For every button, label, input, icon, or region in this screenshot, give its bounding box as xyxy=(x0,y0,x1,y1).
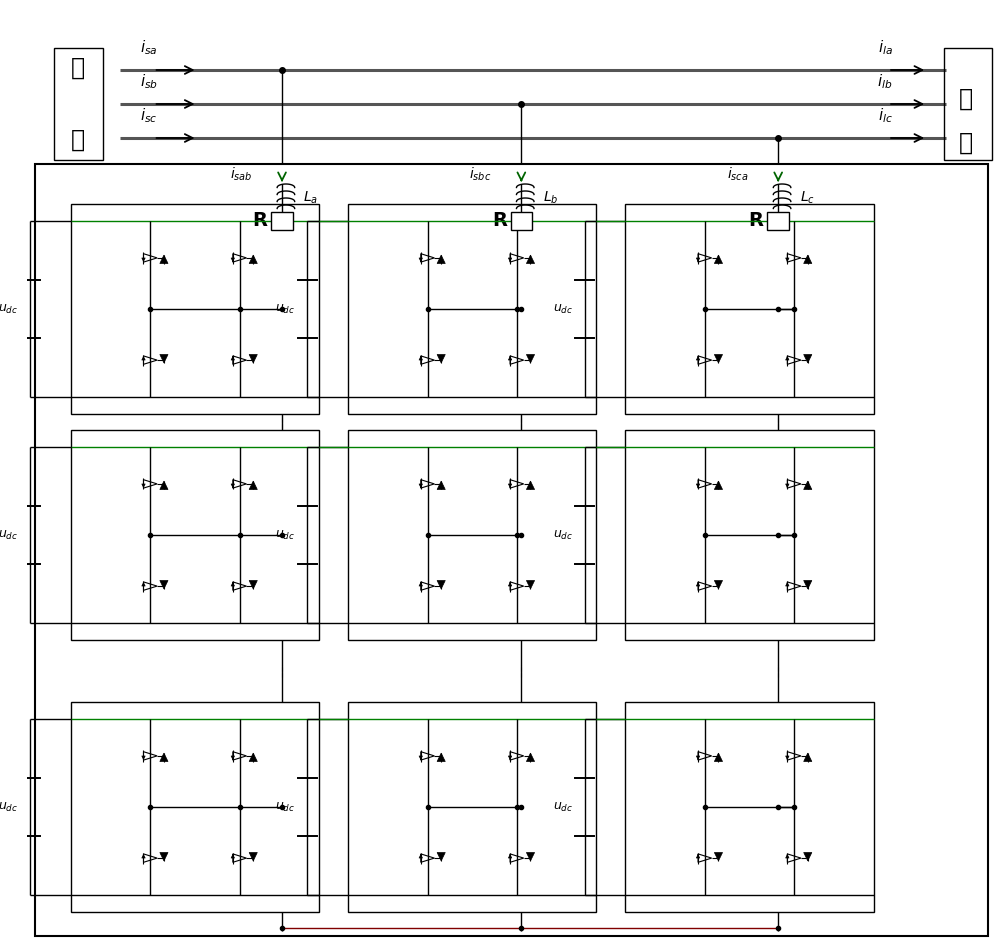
Polygon shape xyxy=(714,753,723,761)
Polygon shape xyxy=(160,354,168,363)
Polygon shape xyxy=(160,481,168,490)
Bar xyxy=(271,212,293,230)
Polygon shape xyxy=(526,580,535,589)
Polygon shape xyxy=(714,481,723,490)
Polygon shape xyxy=(160,580,168,589)
Polygon shape xyxy=(804,354,812,363)
Polygon shape xyxy=(714,580,723,589)
Bar xyxy=(944,48,992,160)
Text: $u_{dc}$: $u_{dc}$ xyxy=(275,801,296,814)
Polygon shape xyxy=(804,853,812,861)
Polygon shape xyxy=(437,255,445,264)
Polygon shape xyxy=(249,853,257,861)
Polygon shape xyxy=(526,753,535,761)
Text: $i_{sa}$: $i_{sa}$ xyxy=(140,39,158,57)
Bar xyxy=(625,430,874,640)
Polygon shape xyxy=(714,255,723,264)
Bar xyxy=(348,204,596,414)
Text: $L_a$: $L_a$ xyxy=(303,189,318,206)
Polygon shape xyxy=(437,753,445,761)
Polygon shape xyxy=(249,753,257,761)
Polygon shape xyxy=(804,580,812,589)
Text: $i_{la}$: $i_{la}$ xyxy=(878,39,893,57)
Text: $u_{dc}$: $u_{dc}$ xyxy=(0,528,18,542)
Bar xyxy=(71,702,319,912)
Polygon shape xyxy=(714,853,723,861)
Polygon shape xyxy=(526,481,535,490)
Text: 网: 网 xyxy=(71,128,85,152)
Bar xyxy=(625,204,874,414)
Bar xyxy=(54,48,103,160)
Text: $i_{sb}$: $i_{sb}$ xyxy=(140,73,158,91)
Polygon shape xyxy=(526,354,535,363)
Text: R: R xyxy=(252,212,267,231)
Bar xyxy=(348,702,596,912)
Polygon shape xyxy=(160,255,168,264)
Bar xyxy=(625,702,874,912)
Bar xyxy=(71,430,319,640)
Bar xyxy=(348,430,596,640)
Bar xyxy=(71,204,319,414)
Polygon shape xyxy=(804,481,812,490)
Text: $i_{sca}$: $i_{sca}$ xyxy=(727,165,748,183)
Bar xyxy=(767,212,789,230)
Text: 负: 负 xyxy=(959,87,973,111)
Text: $u_{dc}$: $u_{dc}$ xyxy=(275,302,296,316)
Polygon shape xyxy=(437,853,445,861)
Polygon shape xyxy=(437,580,445,589)
Polygon shape xyxy=(437,481,445,490)
Polygon shape xyxy=(714,354,723,363)
Polygon shape xyxy=(249,354,257,363)
Text: $u_{dc}$: $u_{dc}$ xyxy=(553,801,573,814)
Polygon shape xyxy=(526,853,535,861)
Bar xyxy=(511,212,532,230)
Polygon shape xyxy=(249,580,257,589)
Polygon shape xyxy=(804,255,812,264)
Text: R: R xyxy=(492,212,507,231)
Polygon shape xyxy=(526,255,535,264)
Bar xyxy=(35,164,988,936)
Text: $i_{lc}$: $i_{lc}$ xyxy=(878,106,893,125)
Text: $L_c$: $L_c$ xyxy=(800,189,815,206)
Text: $u_{dc}$: $u_{dc}$ xyxy=(0,302,18,316)
Polygon shape xyxy=(160,853,168,861)
Polygon shape xyxy=(160,753,168,761)
Text: 电: 电 xyxy=(71,56,85,80)
Text: $u_{dc}$: $u_{dc}$ xyxy=(0,801,18,814)
Polygon shape xyxy=(804,753,812,761)
Polygon shape xyxy=(249,481,257,490)
Text: $u_{dc}$: $u_{dc}$ xyxy=(553,302,573,316)
Text: 载: 载 xyxy=(959,131,973,155)
Text: $i_{sbc}$: $i_{sbc}$ xyxy=(469,165,492,183)
Text: $i_{sc}$: $i_{sc}$ xyxy=(140,106,157,125)
Text: R: R xyxy=(749,212,764,231)
Polygon shape xyxy=(249,255,257,264)
Text: $i_{lb}$: $i_{lb}$ xyxy=(877,73,893,91)
Polygon shape xyxy=(437,354,445,363)
Text: $u_{dc}$: $u_{dc}$ xyxy=(275,528,296,542)
Text: $L_b$: $L_b$ xyxy=(543,189,558,206)
Text: $u_{dc}$: $u_{dc}$ xyxy=(553,528,573,542)
Text: $i_{sab}$: $i_{sab}$ xyxy=(230,165,252,183)
